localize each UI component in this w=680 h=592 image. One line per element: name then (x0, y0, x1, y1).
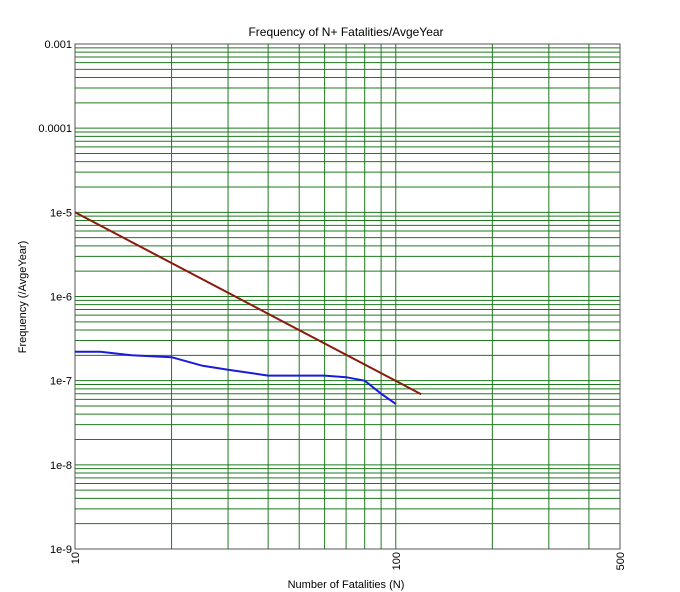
chart-title: Frequency of N+ Fatalities/AvgeYear (248, 25, 443, 39)
y-tick-label: 0.0001 (38, 123, 72, 135)
x-tick-label: 500 (615, 552, 627, 570)
x-tick-label: 10 (70, 552, 82, 564)
plot-border (74, 43, 621, 550)
series-line-1 (74, 211, 422, 396)
plot-frame (74, 43, 621, 550)
x-axis-label: Number of Fatalities (N) (288, 579, 405, 591)
y-axis-label: Frequency (/AvgeYear) (17, 241, 29, 354)
y-tick-label: 1e-7 (50, 376, 72, 388)
series-lines (74, 211, 422, 405)
y-tick-label: 0.001 (44, 39, 72, 51)
tick-labels: 1e-9 1e-8 1e-7 1e-6 1e-5 0.0001 0.001 10 100 500 (38, 39, 627, 570)
x-tick-label: 100 (391, 552, 403, 570)
y-tick-label: 1e-6 (50, 292, 72, 304)
series-line-2 (75, 350, 397, 405)
y-tick-label: 1e-5 (50, 207, 72, 219)
y-tick-label: 1e-9 (50, 544, 72, 556)
grid-lines (74, 43, 621, 550)
y-tick-label: 1e-8 (50, 460, 72, 472)
